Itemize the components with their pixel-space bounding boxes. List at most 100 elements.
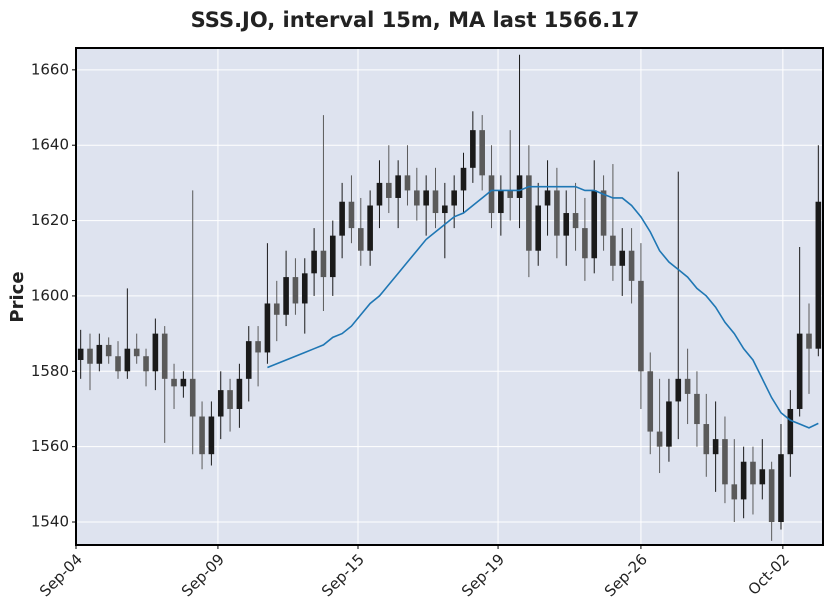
candle-body <box>348 201 355 229</box>
candle-body <box>432 190 439 214</box>
candle-body <box>357 228 364 251</box>
x-tick-label: Sep-04 <box>36 550 86 600</box>
y-tick-label: 1660 <box>31 60 69 78</box>
candle-body <box>115 356 121 372</box>
candle-body <box>442 205 448 214</box>
candle-body <box>245 341 252 379</box>
plot-area <box>76 48 823 545</box>
moving-average-line <box>267 185 819 429</box>
candle-body <box>526 175 532 251</box>
candle-body <box>488 175 495 214</box>
candle-body <box>264 303 271 353</box>
x-tick-label: Sep-26 <box>601 550 651 600</box>
candle-body <box>768 469 775 523</box>
candle-body <box>684 378 691 394</box>
candle-body <box>740 461 747 500</box>
candle-body <box>227 390 233 409</box>
x-tick-label: Sep-19 <box>458 550 508 600</box>
candle-body <box>161 333 168 379</box>
candle-body <box>787 408 794 455</box>
candle-body <box>96 344 103 364</box>
candle-body <box>105 344 112 357</box>
candle-body <box>376 182 383 206</box>
candle-body <box>320 250 327 278</box>
candle-body <box>339 201 345 236</box>
y-tick-label: 1540 <box>31 513 69 531</box>
x-tick-label: Sep-09 <box>178 550 228 600</box>
candle-body <box>656 431 663 447</box>
candle-body <box>815 201 822 349</box>
candle-body <box>329 235 336 278</box>
candle-body <box>544 190 551 206</box>
candle-body <box>143 356 149 372</box>
candle-body <box>404 175 411 191</box>
y-tick-label: 1640 <box>31 136 69 154</box>
candle-body <box>638 280 644 372</box>
candle-body <box>666 401 672 447</box>
candle-body <box>563 213 570 236</box>
candle-body <box>628 250 635 281</box>
candle-body <box>180 378 187 387</box>
y-tick-label: 1560 <box>31 437 69 455</box>
candle-body <box>694 393 700 425</box>
candle-body <box>647 371 654 432</box>
candle-body <box>395 175 401 198</box>
candle-body <box>731 484 738 500</box>
candle-body <box>217 390 224 417</box>
chart-title: SSS.JO, interval 15m, MA last 1566.17 <box>191 8 640 32</box>
candle-body <box>301 273 308 304</box>
plot-frame <box>75 47 824 546</box>
candle-body <box>311 250 317 274</box>
candle-body <box>208 416 215 455</box>
candle-body <box>507 190 513 198</box>
candle-body <box>255 341 261 353</box>
candle-body <box>479 130 485 176</box>
y-tick-label: 1580 <box>31 362 69 380</box>
candle-body <box>703 424 710 455</box>
candle-body <box>750 461 756 485</box>
candle-body <box>572 213 579 229</box>
candle-body <box>712 439 719 455</box>
candle-body <box>796 333 803 409</box>
candle-body <box>77 348 84 360</box>
candle-body <box>535 205 542 251</box>
plot-layer <box>75 48 823 545</box>
candle-body <box>600 190 607 236</box>
candle-body <box>675 378 682 402</box>
candle-body <box>124 348 131 372</box>
candle-body <box>152 333 159 372</box>
candle-body <box>554 190 560 236</box>
y-tick-label: 1600 <box>31 286 69 304</box>
y-tick-label: 1620 <box>31 211 69 229</box>
candle-body <box>199 416 205 455</box>
candle-body <box>423 190 429 206</box>
candle-body <box>610 235 616 266</box>
candle-body <box>283 277 289 315</box>
candle-body <box>470 130 476 168</box>
candle-body <box>582 228 588 259</box>
candle-body <box>87 348 93 364</box>
candle-body <box>498 190 504 214</box>
candle-body <box>236 378 243 409</box>
candle-body <box>722 439 728 485</box>
candle-body <box>806 333 812 349</box>
candle-body <box>133 348 140 357</box>
candle-body <box>759 469 766 485</box>
candle-body <box>292 277 299 304</box>
candle-body <box>451 190 457 206</box>
candle-body <box>516 175 523 198</box>
candle-body <box>414 190 420 206</box>
candle-body <box>619 250 626 266</box>
x-tick-label: Oct-02 <box>744 550 792 598</box>
y-axis-label: Price <box>7 271 28 322</box>
candle-body <box>171 378 177 387</box>
candle-body <box>367 205 373 251</box>
candle-body <box>189 378 196 417</box>
candle-body <box>591 190 598 259</box>
candle-body <box>460 167 467 191</box>
candle-body <box>778 454 784 523</box>
x-tick-label: Sep-15 <box>318 550 368 600</box>
candle-body <box>273 303 280 315</box>
candle-body <box>386 182 392 198</box>
